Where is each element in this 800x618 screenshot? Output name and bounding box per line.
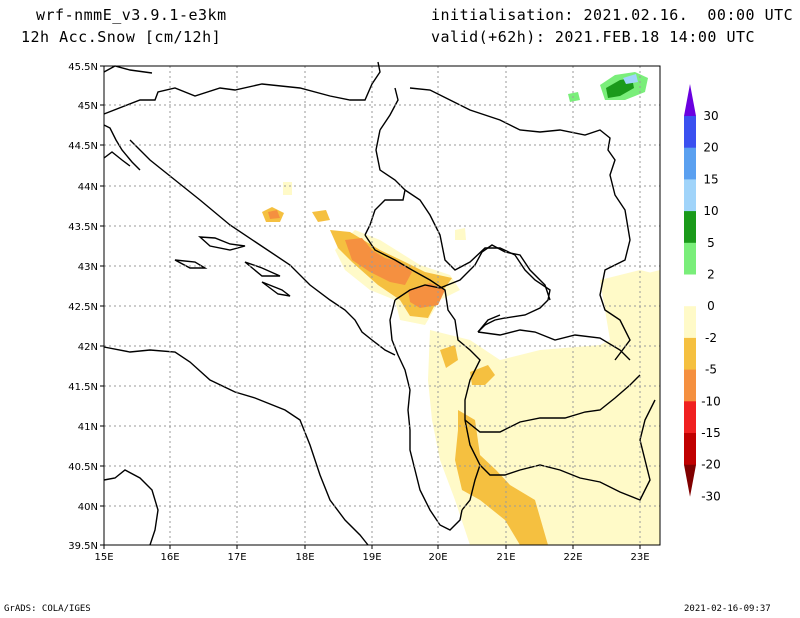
valid-time: valid(+62h): 2021.FEB.18 14:00 UTC [431,28,756,46]
colorbar-label: 10 [703,204,718,218]
colorbar-cap-bottom [684,464,696,497]
colorbar-segment [684,179,696,212]
colorbar-label: 5 [707,236,715,250]
x-tick-label: 20E [428,552,447,563]
y-tick-label: 40N [78,502,98,513]
y-tick-label: 42N [78,342,98,353]
colorbar-label: -30 [701,489,721,503]
y-tick-label: 45N [78,101,98,112]
x-tick-label: 22E [563,552,582,563]
colorbar-segment [684,147,696,180]
x-tick-label: 21E [496,552,515,563]
colorbar-label: -10 [701,394,721,408]
field-title: 12h Acc.Snow [cm/12h] [21,28,222,46]
colorbar-label: 0 [707,299,715,313]
x-tick-label: 15E [94,552,113,563]
init-time: initialisation: 2021.02.16. 00:00 UTC [431,6,794,24]
x-tick-label: 17E [227,552,246,563]
footer-credit: GrADS: COLA/IGES [4,604,91,614]
y-tick-label: 44.5N [68,141,98,152]
y-tick-label: 41.5N [68,382,98,393]
model-title: wrf-nmmE_v3.9.1-e3km [36,6,227,24]
colorbar-segment [684,306,696,339]
colorbar-label: 2 [707,268,715,282]
colorbar-segment [684,337,696,371]
coastlines-borders [103,61,656,546]
y-tick-label: 39.5N [68,541,98,552]
colorbar-cap-top [684,84,696,116]
y-tick-label: 41N [78,422,98,433]
y-tick-label: 40.5N [68,462,98,473]
colorbar-label: -15 [701,426,721,440]
colorbar-segment [684,242,696,275]
colorbar-segment [684,211,696,244]
colorbar-label: 15 [703,172,718,186]
colorbar-segment [684,401,696,434]
colorbar-label: -2 [705,331,717,345]
colorbar-segment [684,274,696,307]
y-tick-label: 43N [78,262,98,273]
footer-timestamp: 2021-02-16-09:37 [684,604,771,614]
x-tick-label: 19E [362,552,381,563]
x-tick-label: 16E [160,552,179,563]
colorbar-segment [684,369,696,402]
colorbar-segment [684,433,696,466]
y-tick-label: 45.5N [68,62,98,73]
x-tick-label: 18E [295,552,314,563]
y-tick-label: 44N [78,182,98,193]
x-tick-label: 23E [630,552,649,563]
colorbar-label: 20 [703,141,718,155]
colorbar-label: -5 [705,363,717,377]
colorbar-segment [684,116,696,149]
y-tick-label: 43.5N [68,222,98,233]
y-tick-label: 42.5N [68,302,98,313]
snow-shading [262,72,660,545]
colorbar-label: 30 [703,109,718,123]
colorbar-label: -20 [701,458,721,472]
